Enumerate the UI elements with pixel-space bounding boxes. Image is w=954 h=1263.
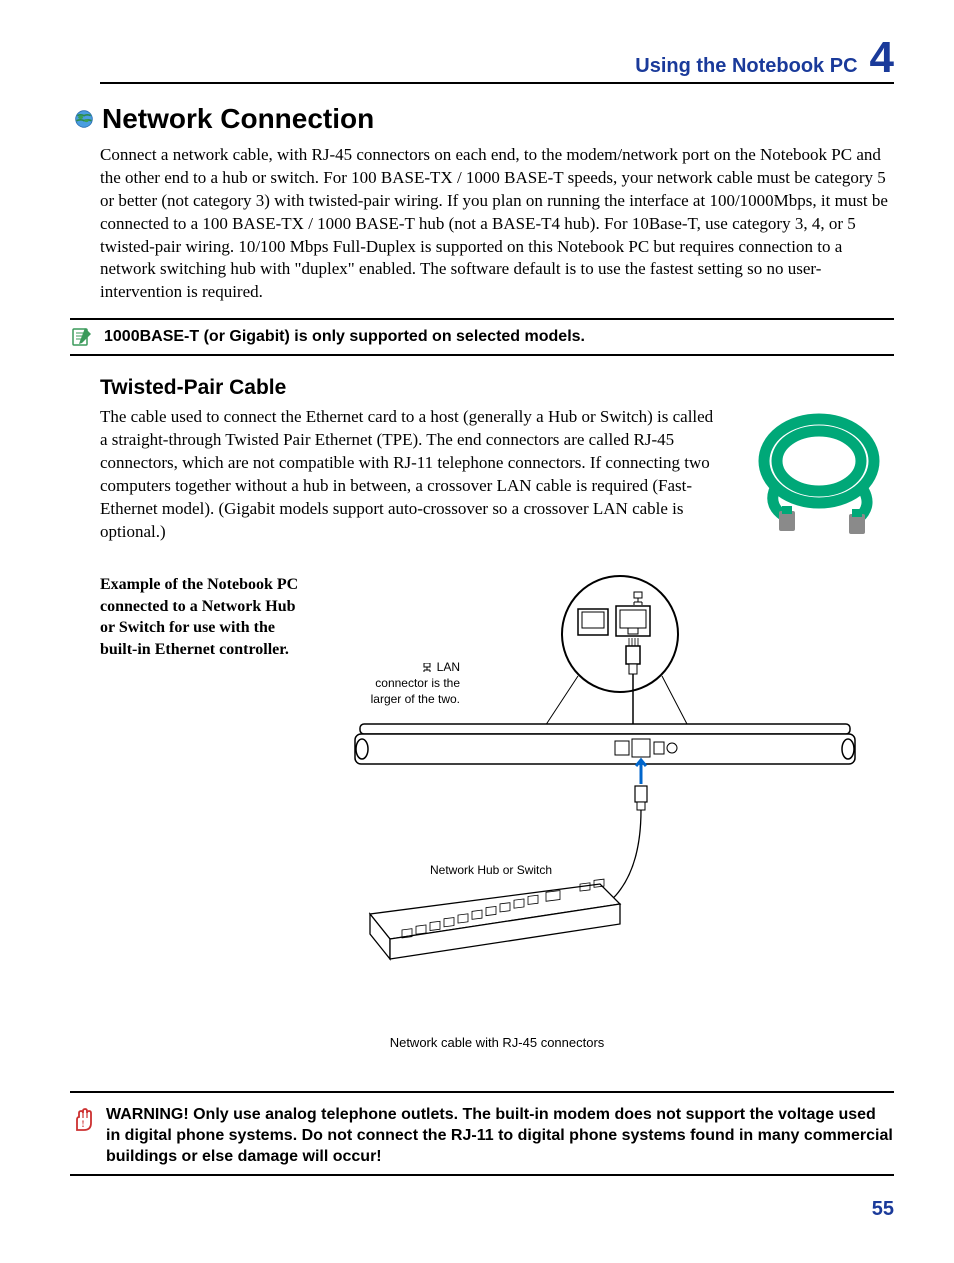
warning-hand-icon: ! bbox=[70, 1107, 96, 1133]
connection-diagram-row: Example of the Notebook PC connected to … bbox=[100, 574, 894, 1004]
note-text: 1000BASE-T (or Gigabit) is only supporte… bbox=[104, 324, 585, 350]
diagram-caption-left: Example of the Notebook PC connected to … bbox=[100, 574, 300, 1004]
lan-connector-label: LAN connector is the larger of the two. bbox=[340, 659, 460, 708]
svg-text:!: ! bbox=[82, 1119, 85, 1129]
note-callout: 1000BASE-T (or Gigabit) is only supporte… bbox=[70, 318, 894, 356]
warning-top-rule bbox=[70, 1091, 894, 1093]
intro-paragraph: Connect a network cable, with RJ-45 conn… bbox=[100, 144, 894, 305]
section-heading-row: Network Connection bbox=[74, 100, 894, 138]
warning-callout: ! WARNING! Only use analog telephone out… bbox=[70, 1099, 894, 1175]
lan-label-line2: connector is the bbox=[375, 676, 460, 690]
lan-label-line1: LAN bbox=[437, 660, 460, 674]
chapter-number: 4 bbox=[870, 40, 894, 75]
diagram-bottom-caption: Network cable with RJ-45 connectors bbox=[100, 1034, 894, 1052]
globe-icon bbox=[74, 109, 94, 129]
lan-label-line3: larger of the two. bbox=[371, 692, 460, 706]
subsection-heading: Twisted-Pair Cable bbox=[100, 374, 894, 402]
page-number: 55 bbox=[100, 1196, 894, 1223]
page-header: Using the Notebook PC 4 bbox=[100, 40, 894, 84]
hub-label: Network Hub or Switch bbox=[430, 862, 552, 878]
ethernet-cable-image bbox=[744, 406, 894, 536]
connection-diagram: LAN connector is the larger of the two. … bbox=[320, 574, 894, 1004]
twisted-pair-row: The cable used to connect the Ethernet c… bbox=[100, 406, 894, 554]
twisted-paragraph: The cable used to connect the Ethernet c… bbox=[100, 406, 724, 544]
chapter-title: Using the Notebook PC bbox=[635, 53, 857, 80]
note-pencil-icon bbox=[70, 325, 94, 349]
warning-text: WARNING! Only use analog telephone outle… bbox=[106, 1105, 894, 1167]
section-heading: Network Connection bbox=[102, 100, 374, 138]
